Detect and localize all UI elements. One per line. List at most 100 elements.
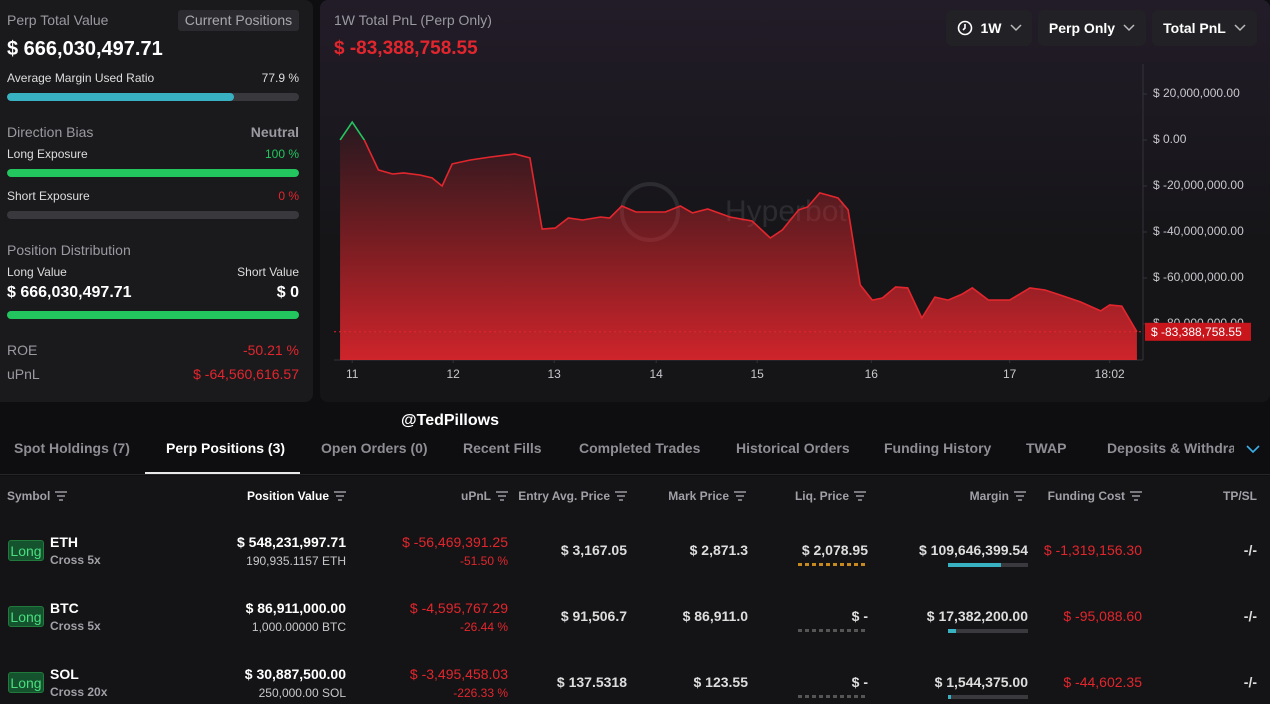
area	[340, 122, 1137, 360]
cell: $ 30,887,500.00	[244, 666, 346, 682]
summary-panel: Perp Total Value Current Positions $ 666…	[0, 0, 313, 402]
current-value-box	[1145, 322, 1251, 341]
cell: $ -3,495,458.03	[409, 666, 508, 682]
x-tick-label: 16	[865, 367, 879, 381]
cell-sub: 250,000.00 SOL	[258, 686, 346, 700]
filter-icon[interactable]	[1014, 491, 1026, 501]
margin-bar-fill	[948, 563, 1001, 567]
header-label: Funding Cost	[1047, 489, 1125, 503]
cell: $ -1,319,156.30	[1043, 542, 1142, 558]
cell-sub: -51.50 %	[459, 554, 508, 568]
distribution-bar	[7, 311, 299, 319]
column-header[interactable]: Mark Price	[668, 489, 746, 503]
tab[interactable]: Perp Positions (3)	[166, 440, 286, 456]
side-badge: Long	[8, 540, 44, 561]
column-header[interactable]: uPnL	[461, 489, 508, 503]
label: Average Margin Used Ratio	[7, 71, 155, 85]
chart: Hyperbot$ 20,000,000.00$ 0.00$ -20,000,0…	[334, 64, 1251, 381]
cell: -/-	[1243, 608, 1257, 624]
label: Short Value	[237, 265, 299, 279]
label: Long Exposure	[7, 147, 88, 161]
line	[339, 120, 1138, 333]
margin-bar	[948, 695, 1028, 699]
chevron[interactable]	[1246, 444, 1260, 454]
column-header[interactable]: Margin	[970, 489, 1026, 503]
filter-icon[interactable]	[496, 491, 508, 501]
chevron	[1123, 24, 1135, 32]
column-header[interactable]: Position Value	[247, 489, 346, 503]
cell: $ 2,078.95	[801, 542, 868, 558]
cell: $ 548,231,997.71	[237, 534, 346, 550]
value: -50.21 %	[242, 342, 299, 358]
graphic	[496, 491, 508, 501]
cell: $ 123.55	[693, 674, 749, 690]
filter-icon[interactable]	[854, 491, 866, 501]
column-header[interactable]: Funding Cost	[1048, 489, 1142, 503]
header-label: Mark Price	[668, 489, 729, 503]
column-header[interactable]: Liq. Price	[795, 489, 866, 503]
graphic	[334, 491, 346, 501]
dropdown[interactable]: Total PnL	[1152, 10, 1257, 46]
liq-indicator	[798, 629, 868, 632]
tab[interactable]: Completed Trades	[579, 440, 701, 456]
cell: $ -44,602.35	[1063, 674, 1142, 690]
dropdown-label: Total PnL	[1163, 20, 1226, 36]
cell: $ 86,911,000.00	[245, 600, 346, 616]
tab[interactable]: Spot Holdings (7)	[14, 440, 130, 456]
bar-fill	[7, 93, 235, 101]
tab[interactable]: Historical Orders	[736, 440, 850, 456]
cell: $ -95,088.60	[1063, 608, 1142, 624]
graphic	[1246, 445, 1260, 454]
x-tick-label: 11	[346, 367, 359, 381]
value: 100 %	[264, 147, 299, 161]
margin-bar-fill	[948, 629, 956, 633]
symbol: BTC	[50, 600, 79, 616]
liq-indicator	[798, 695, 868, 698]
dropdown-label: Perp Only	[1048, 20, 1116, 36]
filter-icon[interactable]	[734, 491, 746, 501]
graphic	[854, 491, 866, 501]
filter-icon[interactable]	[55, 491, 68, 501]
header-label: Symbol	[7, 489, 51, 503]
clock-icon	[957, 20, 972, 36]
filter-icon[interactable]	[1130, 491, 1142, 501]
cell-sub: 190,935.1157 ETH	[246, 554, 346, 568]
cell: $ 86,911.0	[682, 608, 748, 624]
graphic	[615, 491, 627, 501]
y-tick-label: $ 0.00	[1153, 132, 1187, 146]
x-tick-label: 12	[446, 367, 460, 381]
margin-bar	[948, 629, 1028, 633]
bar-fill	[7, 169, 299, 177]
positions-table: Symbol Position Value uPnL Entry Avg. Price…	[0, 476, 1270, 704]
tab[interactable]: Funding History	[884, 440, 992, 456]
tab[interactable]: Deposits & Withdraw	[1107, 440, 1234, 456]
y-tick-label: $ -20,000,000.00	[1153, 178, 1244, 192]
y-tick-label: $ -40,000,000.00	[1153, 224, 1244, 238]
button[interactable]: Current Positions	[178, 10, 299, 31]
value: $ -64,560,616.57	[193, 366, 299, 382]
tab[interactable]: Open Orders (0)	[321, 440, 428, 456]
dropdown[interactable]: 1W	[946, 10, 1032, 46]
tab[interactable]: TWAP	[1026, 440, 1067, 456]
column-header[interactable]: Entry Avg. Price	[518, 489, 627, 503]
y-tick-label: $ -60,000,000.00	[1153, 270, 1244, 284]
leverage: Cross 20x	[50, 685, 108, 699]
header-label: uPnL	[461, 489, 491, 503]
column-header[interactable]: Symbol	[7, 489, 68, 503]
tab[interactable]: Recent Fills	[463, 440, 542, 456]
column-header[interactable]: TP/SL	[1223, 489, 1257, 503]
current-pnl: $ -83,388,758.55	[334, 38, 478, 59]
cell: $ -	[851, 674, 868, 690]
filter-icon[interactable]	[334, 491, 346, 501]
cell-sub: -226.33 %	[453, 686, 508, 700]
chart-panel: Hyperbot $ 20,000,000.00 $ 0.00 $ -20,000,0…	[320, 0, 1270, 402]
header-label: Entry Avg. Price	[518, 489, 610, 503]
bar-track	[7, 211, 299, 219]
header-label: Position Value	[246, 489, 329, 503]
filter-icon[interactable]	[615, 491, 627, 501]
margin-bar-fill	[948, 695, 952, 699]
dropdown[interactable]: Perp Only	[1038, 10, 1146, 46]
x-tick-label: 18:02	[1095, 367, 1125, 381]
header-label: TP/SL	[1222, 489, 1257, 503]
